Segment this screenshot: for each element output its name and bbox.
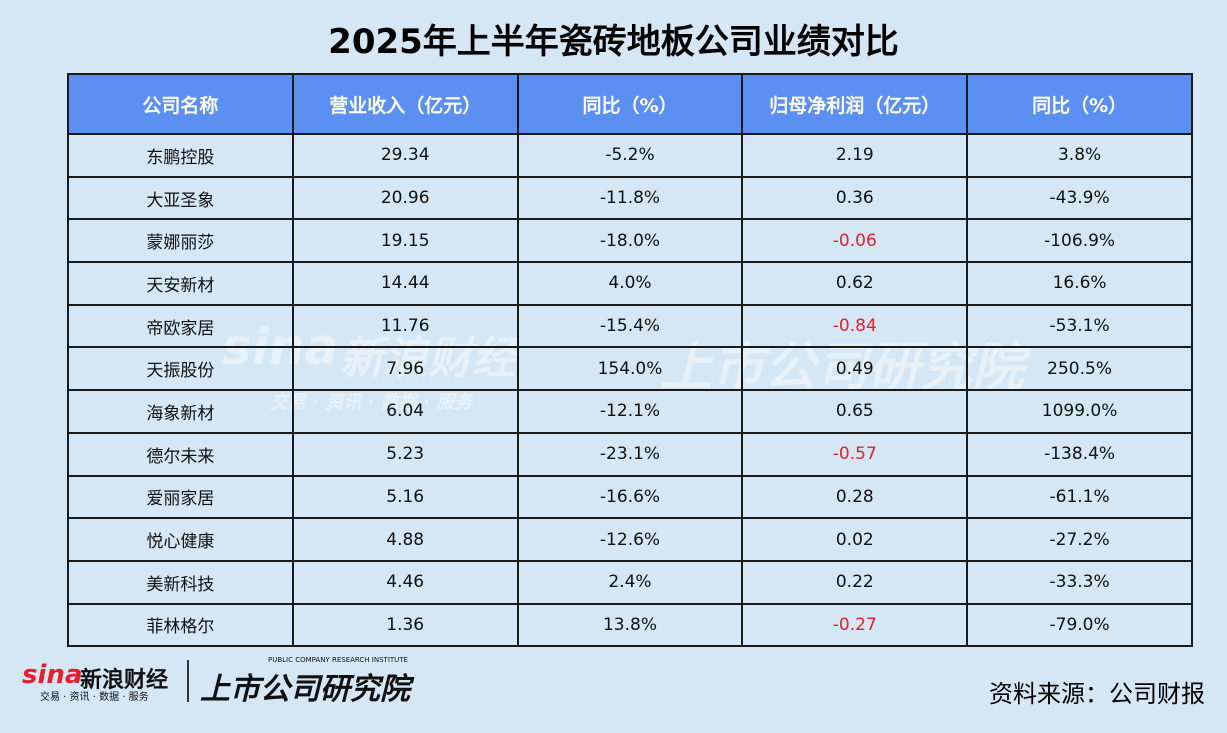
source: 资料来源：公司财报 <box>989 680 1205 708</box>
table-cell: -106.9% <box>966 218 1193 264</box>
table-row: 天振股份 7.96 154.0% 0.49 250.5% <box>67 346 1193 392</box>
table-cell: 250.5% <box>966 346 1193 392</box>
table-cell: 0.62 <box>741 261 969 306</box>
table-cell: 0.02 <box>741 517 969 562</box>
table-cell: 天安新材 <box>67 261 294 306</box>
table-cell: 美新科技 <box>67 559 294 605</box>
table-cell: 海象新材 <box>67 389 294 434</box>
column-header: 同比（%） <box>966 73 1193 135</box>
logo-institute: 上市公司研究院 <box>200 672 410 707</box>
table-cell: 4.46 <box>291 559 519 605</box>
table-cell: 4.0% <box>516 261 744 306</box>
table-row: 悦心健康 4.88 -12.6% 0.02 -27.2% <box>67 517 1193 562</box>
table-cell: -16.6% <box>516 474 744 520</box>
table-cell: -12.1% <box>516 389 744 434</box>
table-cell: 0.28 <box>741 474 969 520</box>
table-cell: 5.16 <box>291 474 519 520</box>
logo-sina-cn: 新浪财经 <box>80 668 169 693</box>
table-cell: -33.3% <box>966 559 1193 605</box>
table-cell: 1.36 <box>291 602 519 648</box>
table-cell: 13.8% <box>516 602 744 648</box>
column-header: 同比（%） <box>516 73 744 135</box>
table-cell: -0.84 <box>741 303 969 349</box>
column-header: 公司名称 <box>67 73 294 135</box>
table-row: 爱丽家居 5.16 -16.6% 0.28 -61.1% <box>67 474 1193 520</box>
table-cell: 3.8% <box>966 133 1193 178</box>
table-cell: -27.2% <box>966 517 1193 562</box>
table-cell: 天振股份 <box>67 346 294 392</box>
table-row: 美新科技 4.46 2.4% 0.22 -33.3% <box>67 559 1193 605</box>
table-cell: -12.6% <box>516 517 744 562</box>
table-row: 帝欧家居 11.76 -15.4% -0.84 -53.1% <box>67 303 1193 349</box>
logo-institute-en: PUBLIC COMPANY RESEARCH INSTITUTE <box>268 656 408 664</box>
table-cell: 1099.0% <box>966 389 1193 434</box>
table-row: 蒙娜丽莎 19.15 -18.0% -0.06 -106.9% <box>67 218 1193 264</box>
table-row: 东鹏控股 29.34 -5.2% 2.19 3.8% <box>67 133 1193 178</box>
table-cell: 0.22 <box>741 559 969 605</box>
table-cell: 0.36 <box>741 175 969 221</box>
table-cell: -0.57 <box>741 431 969 477</box>
table-cell: 14.44 <box>291 261 519 306</box>
table-cell: 帝欧家居 <box>67 303 294 349</box>
table-cell: 悦心健康 <box>67 517 294 562</box>
table-cell: -18.0% <box>516 218 744 264</box>
table-row: 海象新材 6.04 -12.1% 0.65 1099.0% <box>67 389 1193 434</box>
table-row: 天安新材 14.44 4.0% 0.62 16.6% <box>67 261 1193 306</box>
table-cell: 4.88 <box>291 517 519 562</box>
table-cell: 29.34 <box>291 133 519 178</box>
table-row: 菲林格尔 1.36 13.8% -0.27 -79.0% <box>67 602 1193 648</box>
table-cell: -0.06 <box>741 218 969 264</box>
table-cell: 东鹏控股 <box>67 133 294 178</box>
table-cell: -61.1% <box>966 474 1193 520</box>
table-cell: 7.96 <box>291 346 519 392</box>
table-cell: -23.1% <box>516 431 744 477</box>
table-cell: 154.0% <box>516 346 744 392</box>
table-cell: 16.6% <box>966 261 1193 306</box>
logo-sina: sina <box>22 660 83 690</box>
table-cell: -138.4% <box>966 431 1193 477</box>
table-cell: 爱丽家居 <box>67 474 294 520</box>
logo-divider <box>187 660 189 702</box>
table-cell: 0.65 <box>741 389 969 434</box>
column-header: 营业收入（亿元） <box>291 73 519 135</box>
table-row: 大亚圣象 20.96 -11.8% 0.36 -43.9% <box>67 175 1193 221</box>
table: 公司名称 营业收入（亿元） 同比（%） 归母净利润（亿元） 同比（%） 东鹏控股 29.34… <box>67 73 1193 648</box>
table-cell: -43.9% <box>966 175 1193 221</box>
table-cell: -53.1% <box>966 303 1193 349</box>
table-cell: 2.19 <box>741 133 969 178</box>
table-cell: 0.49 <box>741 346 969 392</box>
title: 2025年上半年瓷砖地板公司业绩对比 <box>328 22 899 62</box>
column-header: 归母净利润（亿元） <box>741 73 969 135</box>
logo-tagline: 交易 · 资讯 · 数据 · 服务 <box>40 692 149 703</box>
table-cell: 5.23 <box>291 431 519 477</box>
table-cell: 6.04 <box>291 389 519 434</box>
table-cell: 2.4% <box>516 559 744 605</box>
table-cell: 德尔未来 <box>67 431 294 477</box>
table-cell: 11.76 <box>291 303 519 349</box>
table-cell: -79.0% <box>966 602 1193 648</box>
table-cell: -15.4% <box>516 303 744 349</box>
table-cell: 19.15 <box>291 218 519 264</box>
table-cell: 大亚圣象 <box>67 175 294 221</box>
table-cell: -11.8% <box>516 175 744 221</box>
table-cell: 蒙娜丽莎 <box>67 218 294 264</box>
table-cell: 20.96 <box>291 175 519 221</box>
table-cell: -0.27 <box>741 602 969 648</box>
table-cell: 菲林格尔 <box>67 602 294 648</box>
table-cell: -5.2% <box>516 133 744 178</box>
table-row: 德尔未来 5.23 -23.1% -0.57 -138.4% <box>67 431 1193 477</box>
